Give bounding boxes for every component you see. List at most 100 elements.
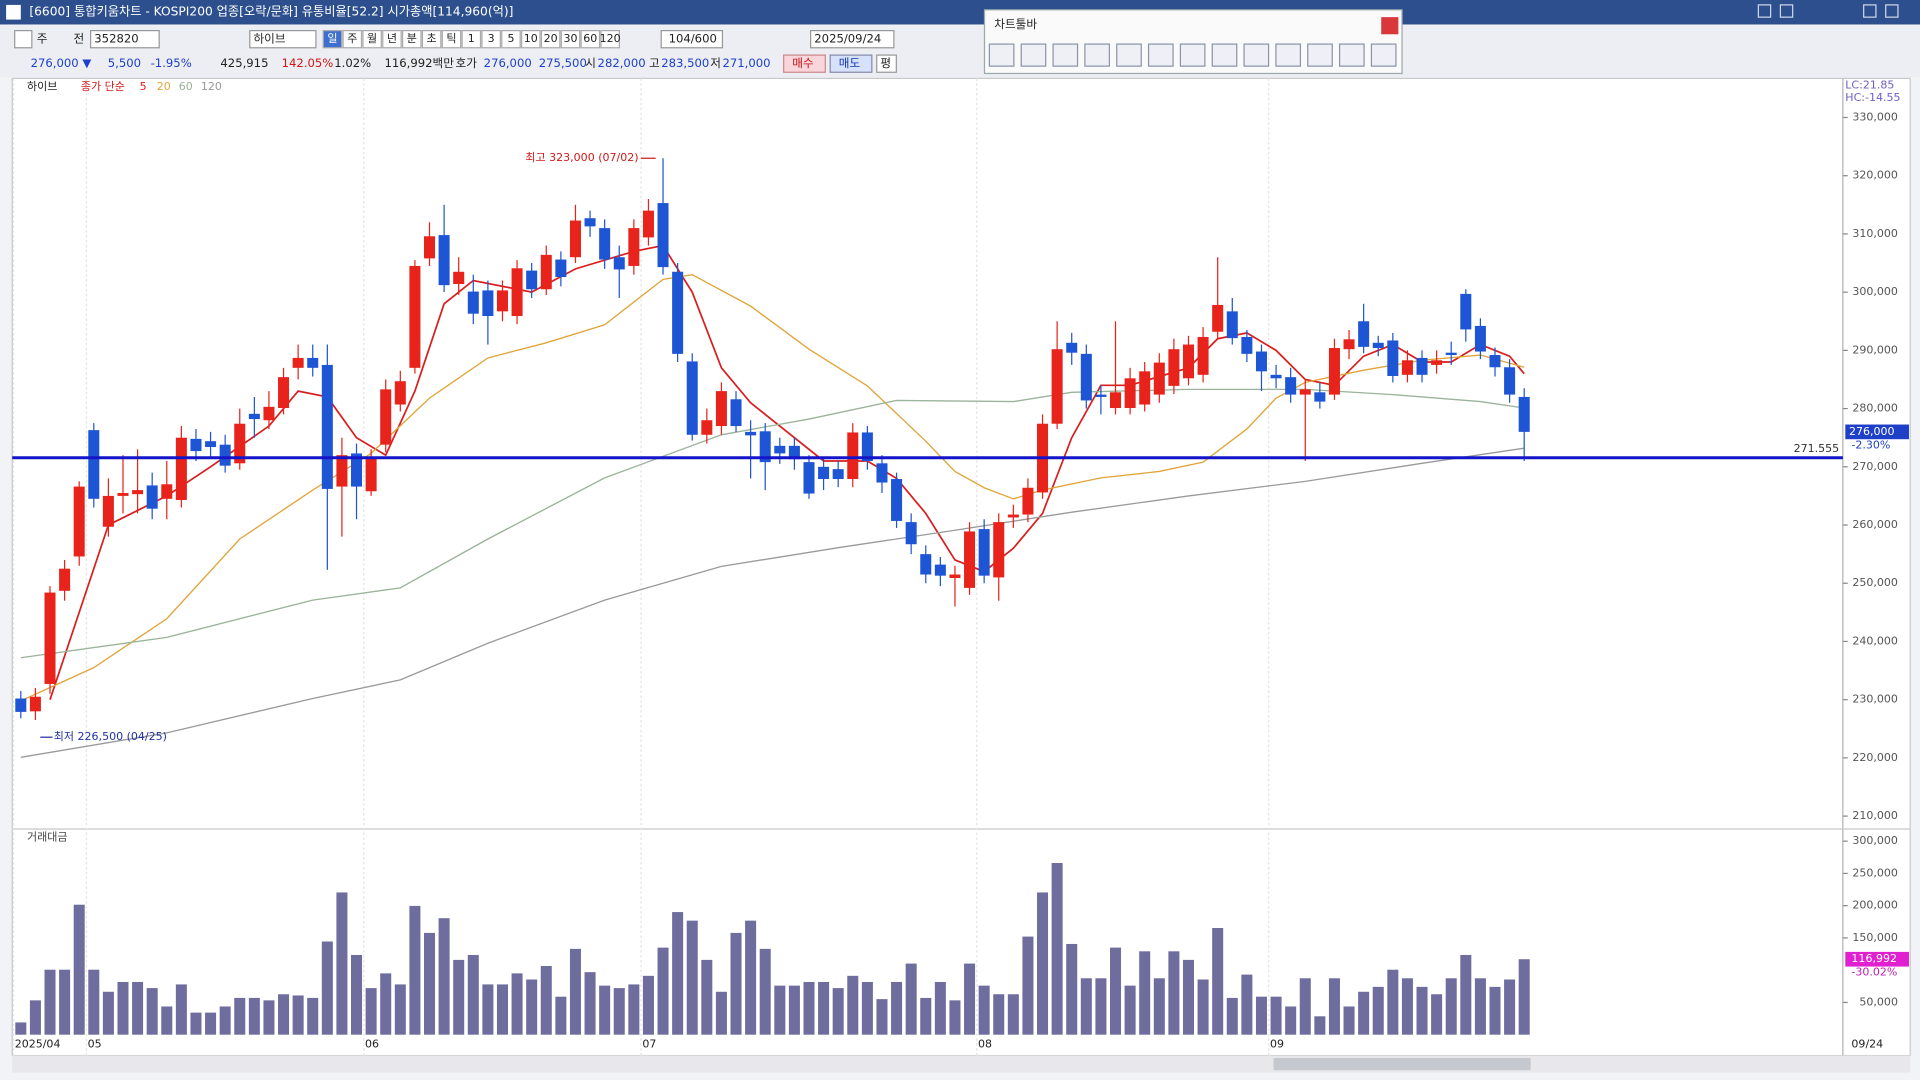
volume-bar <box>759 948 771 1035</box>
candle-body <box>117 493 129 496</box>
volume-bar <box>336 892 348 1035</box>
quote-volume: 425,915 <box>220 56 268 70</box>
tool-icon[interactable] <box>1243 43 1270 67</box>
candle-body <box>321 364 333 489</box>
win-btn[interactable] <box>1863 4 1877 18</box>
candle-body <box>190 438 202 452</box>
win-btn[interactable] <box>1757 4 1772 18</box>
volume-bar <box>1095 978 1107 1035</box>
volume-bar <box>438 918 450 1035</box>
tool-btn[interactable] <box>14 30 33 49</box>
legend-entry: 120 <box>201 80 222 93</box>
last-price-label: 276,000 <box>1849 425 1895 438</box>
period-button[interactable] <box>540 30 561 49</box>
candle-body <box>759 431 771 463</box>
scroll-thumb[interactable] <box>1273 1057 1531 1071</box>
tool-icon[interactable] <box>1338 43 1365 67</box>
buy-button[interactable] <box>783 54 826 73</box>
code-box[interactable] <box>90 30 160 49</box>
period-label: 5 <box>507 32 514 45</box>
volume-bar <box>686 920 698 1035</box>
x-tick-label: 05 <box>88 1037 102 1050</box>
candle-body <box>1066 342 1078 353</box>
tool-icon[interactable] <box>1307 43 1333 67</box>
volume-bar <box>555 996 567 1035</box>
tool-icon[interactable] <box>1211 43 1238 67</box>
win-btn[interactable] <box>1779 4 1794 18</box>
mode-select[interactable]: 전 <box>73 32 84 46</box>
avg-button[interactable] <box>876 54 897 73</box>
tool-icon[interactable] <box>1020 43 1047 67</box>
volume-bar <box>248 997 260 1035</box>
period-button[interactable] <box>421 30 442 49</box>
period-button[interactable] <box>461 30 482 49</box>
period-button[interactable] <box>401 30 422 49</box>
y-tick-label: 50,000 <box>1859 995 1898 1008</box>
window-controls[interactable] <box>1757 4 1899 18</box>
date-box[interactable] <box>810 30 895 49</box>
candle-body <box>978 529 990 576</box>
name-box[interactable] <box>249 30 317 49</box>
period-button[interactable] <box>481 30 501 49</box>
volume-bar <box>774 985 786 1035</box>
candle-body <box>1197 336 1209 375</box>
candle-body <box>934 564 946 576</box>
period-button[interactable] <box>560 30 581 49</box>
volume-bar <box>1504 979 1516 1035</box>
candle-body <box>292 357 304 368</box>
period-button[interactable] <box>382 30 402 49</box>
volume-bar <box>219 1006 231 1035</box>
period-button[interactable] <box>342 30 363 49</box>
period-button[interactable] <box>441 30 462 49</box>
candle-body <box>1343 339 1355 350</box>
candle-body <box>1124 378 1136 409</box>
type-select[interactable]: 주 <box>37 32 48 46</box>
period-button[interactable] <box>521 30 541 49</box>
quote-high: 283,500 <box>661 56 709 70</box>
candle-body <box>1270 374 1282 379</box>
candle-body <box>1358 321 1370 347</box>
count-box[interactable] <box>660 30 724 49</box>
candle-body <box>1474 325 1486 352</box>
candle-body <box>1241 336 1253 354</box>
last-volume-change: -30.02% <box>1851 966 1897 979</box>
volume-bar <box>394 984 406 1035</box>
tool-icon[interactable] <box>988 43 1015 67</box>
volume-bar <box>511 973 523 1035</box>
volume-bar <box>88 969 100 1035</box>
period-label: 주 <box>347 32 357 45</box>
period-button[interactable] <box>362 30 382 49</box>
close-button[interactable] <box>1381 17 1399 35</box>
code: 352820 <box>94 32 138 46</box>
period-label: 초 <box>427 32 437 45</box>
tool-icon[interactable] <box>1275 43 1302 67</box>
tool-icon[interactable] <box>1084 43 1110 67</box>
plot: 2025/04 05 06 07 08 09 09/24 210,000 220,000 230,… <box>12 78 1909 1056</box>
volume-bar <box>161 1006 173 1035</box>
tool-icon[interactable] <box>1370 43 1397 67</box>
candle-body <box>102 495 114 527</box>
tool-icon[interactable] <box>1179 43 1206 67</box>
sell-button[interactable] <box>829 54 873 73</box>
volume-bar <box>205 1012 217 1035</box>
candle-body <box>73 486 85 557</box>
tool-icon[interactable] <box>1052 43 1079 67</box>
title-bar <box>0 0 1920 25</box>
volume-bar <box>642 975 654 1035</box>
period-button[interactable] <box>322 30 343 49</box>
period-button[interactable] <box>501 30 521 49</box>
scrollbar[interactable] <box>12 1055 1911 1073</box>
volume-bar <box>467 954 479 1035</box>
tool-icon[interactable] <box>1116 43 1142 67</box>
period-label: 10 <box>524 32 538 45</box>
tool-icon[interactable] <box>1147 43 1174 67</box>
quote-label: 저 <box>710 56 721 70</box>
period-button[interactable] <box>580 30 601 49</box>
period-button[interactable] <box>600 30 620 49</box>
candle-body <box>599 228 611 260</box>
candle-body <box>730 399 742 427</box>
win-btn[interactable] <box>1885 4 1899 18</box>
period-label: 년 <box>387 32 397 45</box>
volume-bar <box>526 979 538 1035</box>
